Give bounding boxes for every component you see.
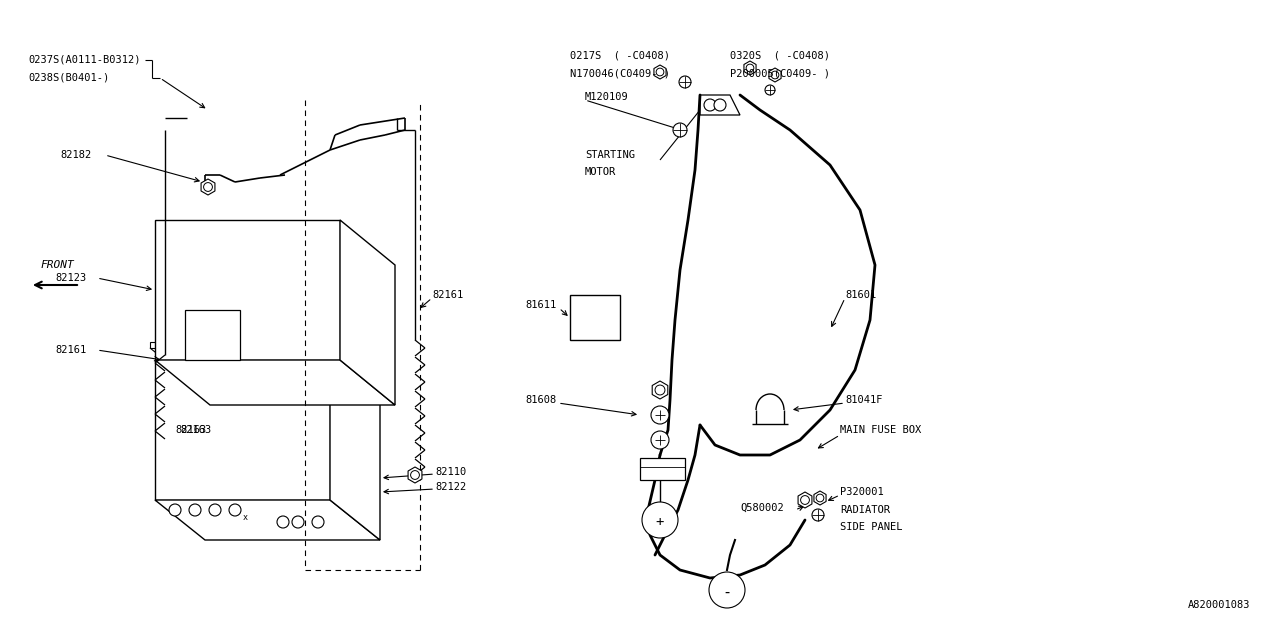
Circle shape (673, 123, 687, 137)
Text: SIDE PANEL: SIDE PANEL (840, 522, 902, 532)
Text: 82123: 82123 (55, 273, 86, 283)
Text: 81601: 81601 (845, 290, 877, 300)
Polygon shape (155, 360, 396, 405)
Text: P200005(C0409- ): P200005(C0409- ) (730, 68, 829, 78)
Polygon shape (150, 342, 335, 348)
Circle shape (765, 85, 774, 95)
Polygon shape (150, 348, 385, 388)
Circle shape (643, 502, 678, 538)
Text: 81611: 81611 (525, 300, 557, 310)
Polygon shape (340, 220, 396, 405)
Text: 81608: 81608 (525, 395, 557, 405)
Text: 0237S(A0111-B0312): 0237S(A0111-B0312) (28, 55, 141, 65)
Circle shape (817, 494, 824, 502)
Circle shape (411, 470, 420, 479)
Circle shape (189, 504, 201, 516)
Polygon shape (700, 95, 740, 115)
Circle shape (746, 64, 754, 72)
Circle shape (229, 504, 241, 516)
Text: 0217S  ( -C0408): 0217S ( -C0408) (570, 50, 669, 60)
Polygon shape (640, 458, 685, 480)
Polygon shape (769, 68, 781, 82)
Text: 82182: 82182 (60, 150, 91, 160)
FancyBboxPatch shape (570, 295, 620, 340)
Text: 0320S  ( -C0408): 0320S ( -C0408) (730, 50, 829, 60)
Text: A820001083: A820001083 (1188, 600, 1251, 610)
Circle shape (714, 99, 726, 111)
Circle shape (812, 509, 824, 521)
Circle shape (209, 504, 221, 516)
Text: MAIN FUSE BOX: MAIN FUSE BOX (840, 425, 922, 435)
Text: x: x (242, 513, 247, 522)
Circle shape (709, 572, 745, 608)
Text: N170046(C0409- ): N170046(C0409- ) (570, 68, 669, 78)
Polygon shape (155, 500, 380, 540)
Text: 82161: 82161 (433, 290, 463, 300)
Text: STARTING: STARTING (585, 150, 635, 160)
Text: 82110: 82110 (435, 467, 466, 477)
Polygon shape (653, 381, 668, 399)
Text: MOTOR: MOTOR (585, 167, 616, 177)
Text: M120109: M120109 (585, 92, 628, 102)
Text: 81041F: 81041F (845, 395, 882, 405)
Circle shape (800, 495, 809, 504)
Polygon shape (814, 491, 826, 505)
Text: 82122: 82122 (435, 482, 466, 492)
Circle shape (678, 76, 691, 88)
Circle shape (204, 182, 212, 191)
Text: 0238S(B0401-): 0238S(B0401-) (28, 73, 109, 83)
Circle shape (292, 516, 305, 528)
Polygon shape (186, 310, 241, 360)
Text: +: + (655, 515, 664, 529)
Polygon shape (408, 467, 422, 483)
Polygon shape (654, 65, 666, 79)
Circle shape (652, 431, 669, 449)
Circle shape (276, 516, 289, 528)
Text: P320001: P320001 (840, 487, 883, 497)
Text: 82163: 82163 (180, 425, 211, 435)
Circle shape (312, 516, 324, 528)
Polygon shape (797, 492, 812, 508)
Circle shape (704, 99, 716, 111)
Circle shape (655, 385, 664, 395)
Text: 82163: 82163 (175, 425, 206, 435)
Text: 82161: 82161 (55, 345, 86, 355)
Text: FRONT: FRONT (40, 260, 74, 270)
Polygon shape (201, 179, 215, 195)
Circle shape (771, 71, 778, 79)
Circle shape (657, 68, 664, 76)
Polygon shape (744, 61, 756, 75)
Polygon shape (330, 360, 380, 540)
Circle shape (652, 406, 669, 424)
Text: Q580002: Q580002 (740, 503, 783, 513)
Polygon shape (155, 220, 340, 360)
Polygon shape (155, 360, 330, 500)
Text: -: - (722, 584, 732, 600)
Text: RADIATOR: RADIATOR (840, 505, 890, 515)
Circle shape (169, 504, 180, 516)
